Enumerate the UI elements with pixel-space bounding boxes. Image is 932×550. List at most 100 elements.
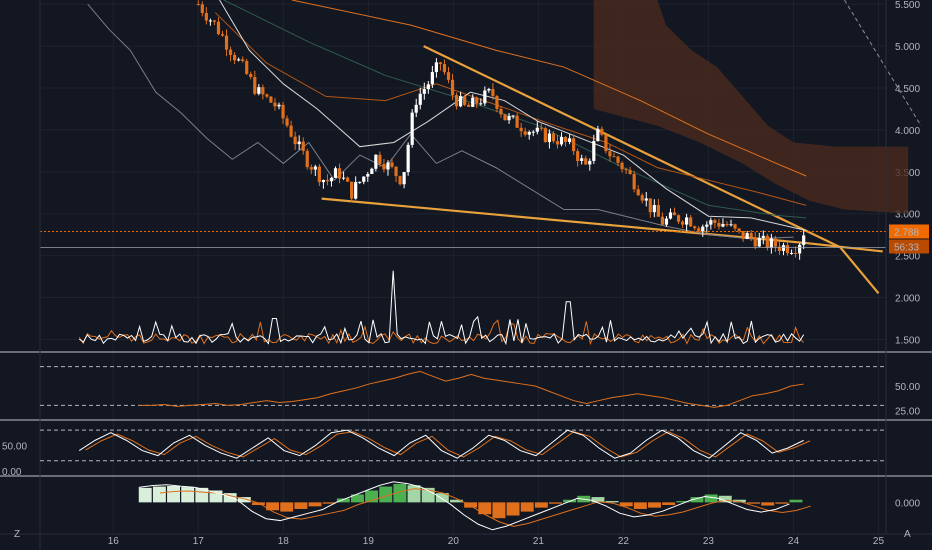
candle-body: [454, 95, 459, 107]
candle-body: [265, 94, 269, 97]
candle-body: [798, 244, 802, 254]
candle-body: [741, 230, 745, 239]
candle-body: [269, 96, 273, 103]
candle-body: [414, 104, 418, 113]
corner-right-label[interactable]: A: [904, 529, 911, 540]
macd-histogram-bar: [181, 487, 195, 503]
candle-body: [216, 21, 221, 35]
candle-body: [459, 96, 463, 107]
candle-body: [789, 252, 794, 254]
candle-body: [620, 162, 624, 170]
x-tick-label: 19: [363, 536, 375, 547]
candle-body: [479, 103, 483, 105]
y-tick-label: 1.500: [895, 335, 920, 346]
upper-trendline: [423, 45, 841, 249]
macd-histogram-bar: [619, 502, 633, 507]
candle-body: [418, 93, 422, 105]
volatility-line-orange: [78, 319, 805, 346]
corner-left-label[interactable]: Z: [14, 529, 21, 540]
candle-body: [224, 35, 229, 50]
x-tick-label: 17: [193, 536, 205, 547]
candle-body: [382, 163, 386, 170]
candle-body: [495, 95, 499, 109]
candle-body: [584, 158, 588, 165]
macd-histogram-bar: [350, 494, 364, 503]
candle-body: [350, 181, 354, 199]
candle-body: [471, 97, 475, 107]
x-tick-label: 16: [108, 536, 120, 547]
candle-body: [390, 162, 394, 167]
macd-histogram-bar: [237, 497, 251, 503]
candle-body: [757, 237, 761, 247]
candle-body: [378, 154, 382, 164]
y-tick-label: 4.000: [895, 126, 920, 137]
candle-body: [793, 252, 798, 254]
candle-body: [765, 235, 769, 248]
candle-body: [709, 220, 713, 225]
candle-body: [555, 141, 560, 145]
macd-histogram-bar: [365, 490, 379, 503]
candle-body: [208, 20, 212, 22]
y-tick-label: 5.000: [895, 42, 920, 53]
candle-body: [346, 177, 350, 182]
candle-body: [358, 181, 362, 183]
candle-body: [370, 168, 374, 174]
candle-body: [604, 134, 608, 152]
macd-histogram-bar: [506, 502, 520, 516]
candle-body: [507, 115, 511, 121]
x-tick-label: 24: [788, 536, 800, 547]
candle-body: [656, 204, 660, 217]
candle-body: [563, 136, 568, 143]
candle-body: [289, 125, 293, 137]
macd-histogram-bar: [138, 487, 152, 503]
candle-body: [745, 233, 749, 239]
candle-body: [317, 166, 321, 183]
candle-body: [487, 89, 491, 91]
candle-body: [329, 177, 334, 182]
candle-body: [527, 131, 531, 135]
x-tick-label: 21: [533, 536, 545, 547]
macd-histogram-bar: [435, 493, 449, 503]
candle-body: [580, 158, 584, 161]
candle-body: [781, 245, 786, 251]
candle-body: [511, 115, 515, 117]
macd-histogram-bar: [379, 486, 393, 503]
candle-body: [450, 79, 455, 96]
candle-body: [245, 61, 249, 74]
candle-body: [685, 217, 689, 225]
green-ma: [223, 0, 807, 219]
macd-histogram-bar: [633, 502, 647, 509]
macd-histogram-bar: [732, 499, 746, 503]
candle-body: [337, 168, 342, 179]
candle-body: [386, 162, 390, 170]
rsi-line: [138, 370, 804, 408]
candle-body: [729, 224, 733, 226]
macd-histogram-bar: [152, 486, 166, 503]
macd-histogram-bar: [478, 502, 492, 515]
x-tick-label: 18: [278, 536, 290, 547]
slow-ma: [291, 0, 807, 177]
macd-histogram-bar: [789, 499, 803, 503]
macd-histogram-bar: [704, 494, 718, 503]
candle-body: [721, 224, 725, 227]
macd-histogram-bar: [464, 502, 478, 508]
macd-line: [138, 481, 790, 531]
macd-histogram-bar: [266, 502, 280, 511]
macd-histogram-bar: [648, 502, 661, 508]
candle-body: [523, 131, 527, 135]
candle-body: [636, 189, 640, 196]
candle-body: [519, 127, 523, 132]
macd-histogram-bar: [718, 495, 732, 503]
macd-histogram-bar: [251, 502, 265, 505]
candle-body: [596, 128, 600, 142]
volatility-line-white: [78, 270, 805, 346]
candle-body: [374, 154, 378, 169]
candle-body: [664, 218, 669, 225]
x-tick-label: 25: [873, 536, 885, 547]
candle-body: [693, 226, 697, 229]
candle-body: [737, 228, 741, 231]
candle-body: [241, 59, 245, 62]
